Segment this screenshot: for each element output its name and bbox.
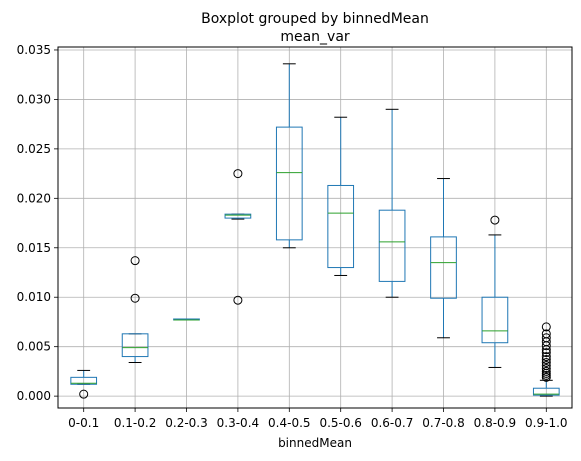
flier-point: [541, 366, 551, 376]
x-tick-label: 0.4-0.5: [268, 416, 311, 430]
x-tick-label: 0.5-0.6: [319, 416, 362, 430]
box: [224, 213, 252, 219]
y-tick-label: 0.010: [17, 290, 51, 304]
y-axis: 0.000 0.005 0.010 0.015 0.020 0.025 0.030 0.035: [17, 43, 58, 403]
flier-point: [233, 169, 243, 179]
y-tick-label: 0.015: [17, 241, 51, 255]
flier-point: [130, 256, 140, 266]
flier-point: [490, 215, 500, 225]
box: [378, 209, 406, 282]
chart-title: mean_var: [280, 29, 350, 45]
box: [275, 126, 303, 241]
flier-point: [541, 358, 551, 368]
x-tick-label: 0.7-0.8: [422, 416, 465, 430]
flier-point: [541, 360, 551, 370]
y-tick-label: 0.035: [17, 43, 51, 57]
flier-point: [541, 363, 551, 373]
flier-point: [541, 333, 551, 343]
x-tick-label: 0-0.1: [68, 416, 99, 430]
x-tick-label: 0.2-0.3: [165, 416, 208, 430]
x-tick-label: 0.1-0.2: [114, 416, 157, 430]
box-group: [378, 108, 406, 298]
box: [481, 296, 509, 344]
plot-area: [70, 63, 560, 399]
flier-point: [541, 322, 551, 332]
box-group: [327, 116, 355, 276]
x-tick-label: 0.9-1.0: [525, 416, 568, 430]
box: [327, 184, 355, 269]
flier-point: [79, 389, 89, 399]
y-tick-label: 0.025: [17, 142, 51, 156]
x-axis: 0-0.1 0.1-0.2 0.2-0.3 0.3-0.4 0.4-0.5 0.5-0.6…: [68, 408, 568, 430]
flier-point: [541, 348, 551, 358]
box-group: [532, 322, 560, 397]
box: [532, 387, 560, 396]
flier-point: [130, 293, 140, 303]
figure-suptitle: Boxplot grouped by binnedMean: [201, 11, 429, 27]
y-tick-label: 0.020: [17, 191, 51, 205]
box-group: [121, 256, 149, 364]
box-group: [275, 63, 303, 249]
grid-lines: [58, 47, 572, 408]
x-axis-label: binnedMean: [278, 436, 352, 450]
flier-point: [541, 329, 551, 339]
axes-frame: [57, 46, 573, 409]
y-tick-label: 0.000: [17, 389, 51, 403]
box-group: [70, 369, 98, 399]
y-tick-label: 0.005: [17, 340, 51, 354]
flier-point: [541, 352, 551, 362]
box: [121, 333, 149, 358]
box-group: [430, 178, 457, 339]
box: [70, 376, 98, 385]
x-tick-label: 0.8-0.9: [474, 416, 517, 430]
x-tick-label: 0.6-0.7: [371, 416, 414, 430]
box-group: [173, 318, 200, 321]
y-tick-label: 0.030: [17, 92, 51, 106]
box-group: [481, 215, 509, 368]
x-tick-label: 0.3-0.4: [217, 416, 260, 430]
flier-point: [233, 295, 243, 305]
box-group: [224, 169, 252, 305]
flier-point: [541, 355, 551, 365]
box: [430, 236, 457, 299]
